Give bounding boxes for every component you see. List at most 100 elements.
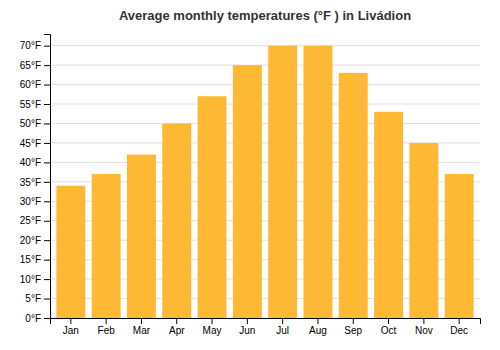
grid-line bbox=[50, 65, 480, 66]
y-tick-mark bbox=[44, 201, 50, 202]
y-tick-mark bbox=[44, 240, 50, 241]
y-tick: 70°F bbox=[20, 40, 50, 51]
x-tick-label: Sep bbox=[344, 325, 362, 336]
x-tick-mark bbox=[141, 318, 142, 324]
y-axis: 0°F 5°F 10°F 15°F 20°F 25°F 30°F 35°F 40°F 45°F 50… bbox=[20, 35, 51, 324]
y-tick: 45°F bbox=[20, 138, 50, 149]
x-tick-label: Jul bbox=[276, 325, 289, 336]
y-tick-mark bbox=[44, 182, 50, 183]
y-tick-label: 10°F bbox=[20, 274, 41, 285]
y-tick-label: 15°F bbox=[20, 254, 41, 265]
bar bbox=[92, 174, 121, 318]
y-tick-label: 55°F bbox=[20, 99, 41, 110]
x-tick-label: Jun bbox=[239, 325, 255, 336]
bars bbox=[56, 46, 473, 318]
y-tick: 30°F bbox=[20, 196, 50, 207]
x-tick: Jan bbox=[63, 318, 79, 336]
y-tick-label: 5°F bbox=[25, 293, 41, 304]
x-tick-label: Apr bbox=[169, 325, 185, 336]
y-tick-mark bbox=[44, 85, 50, 86]
x-tick-mark bbox=[106, 318, 107, 324]
x-tick-mark bbox=[212, 318, 213, 324]
x-tick-label: Aug bbox=[309, 325, 327, 336]
y-tick-mark bbox=[44, 260, 50, 261]
y-tick: 20°F bbox=[20, 235, 50, 246]
x-tick: May bbox=[203, 318, 222, 336]
title: Average monthly temperatures (°F ) in Li… bbox=[119, 8, 411, 23]
x-axis: Jan Feb Mar Apr May Jun Jul Aug Sep Oct Nov Dec bbox=[51, 318, 481, 336]
y-tick-mark bbox=[44, 143, 50, 144]
bar bbox=[374, 112, 403, 318]
grid-line bbox=[50, 45, 480, 46]
y-tick-label: 0°F bbox=[25, 313, 41, 324]
grid-line bbox=[50, 123, 480, 124]
x-tick: Oct bbox=[381, 318, 397, 336]
y-tick: 35°F bbox=[20, 177, 50, 188]
bar bbox=[339, 73, 368, 318]
x-tick: Nov bbox=[415, 318, 433, 336]
y-tick-mark bbox=[44, 104, 50, 105]
y-tick-label: 20°F bbox=[20, 235, 41, 246]
y-tick-label: 25°F bbox=[20, 215, 41, 226]
y-tick-label: 70°F bbox=[20, 40, 41, 51]
chart: 0°F 5°F 10°F 15°F 20°F 25°F 30°F 35°F 40°F 45°F 50… bbox=[0, 0, 500, 350]
bar bbox=[127, 155, 156, 318]
x-tick-label: Mar bbox=[133, 325, 151, 336]
bar bbox=[162, 123, 191, 318]
x-tick: Jul bbox=[276, 318, 289, 336]
y-tick-label: 40°F bbox=[20, 157, 41, 168]
x-tick-mark bbox=[282, 318, 283, 324]
bar bbox=[198, 96, 227, 318]
y-tick: 5°F bbox=[25, 293, 50, 304]
grid-line bbox=[50, 104, 480, 105]
x-tick-label: Dec bbox=[450, 325, 468, 336]
x-tick-mark bbox=[388, 318, 389, 324]
bar bbox=[268, 46, 297, 318]
y-tick-mark bbox=[44, 162, 50, 163]
y-tick-label: 45°F bbox=[20, 138, 41, 149]
x-tick: Apr bbox=[169, 318, 185, 336]
y-tick-label: 30°F bbox=[20, 196, 41, 207]
x-tick: Jun bbox=[239, 318, 255, 336]
grid bbox=[50, 46, 480, 318]
plot: 0°F 5°F 10°F 15°F 20°F 25°F 30°F 35°F 40°F 45°F 50… bbox=[20, 35, 481, 337]
x-tick-label: Jan bbox=[63, 325, 79, 336]
y-tick: 15°F bbox=[20, 254, 50, 265]
x-tick-label: Nov bbox=[415, 325, 433, 336]
y-tick-label: 60°F bbox=[20, 79, 41, 90]
x-tick-mark bbox=[353, 318, 354, 324]
x-tick: Feb bbox=[98, 318, 116, 336]
y-tick-mark bbox=[44, 318, 50, 319]
x-tick-mark bbox=[459, 318, 460, 324]
y-tick: 10°F bbox=[20, 274, 50, 285]
y-tick-mark bbox=[44, 46, 50, 47]
grid-line bbox=[50, 84, 480, 85]
x-tick-mark bbox=[247, 318, 248, 324]
bar bbox=[303, 46, 332, 318]
x-tick-mark bbox=[317, 318, 318, 324]
bar bbox=[409, 143, 438, 318]
y-tick: 40°F bbox=[20, 157, 50, 168]
bar bbox=[445, 174, 474, 318]
x-tick-mark bbox=[176, 318, 177, 324]
y-tick-mark bbox=[44, 279, 50, 280]
x-tick: Aug bbox=[309, 318, 327, 336]
y-tick-label: 65°F bbox=[20, 60, 41, 71]
x-tick-mark bbox=[423, 318, 424, 324]
y-tick: 55°F bbox=[20, 99, 50, 110]
y-tick: 25°F bbox=[20, 215, 50, 226]
y-tick-mark bbox=[44, 221, 50, 222]
y-tick-label: 50°F bbox=[20, 118, 41, 129]
x-axis-line bbox=[51, 319, 481, 325]
x-tick: Mar bbox=[133, 318, 151, 336]
y-tick-mark bbox=[44, 65, 50, 66]
y-tick-mark bbox=[44, 299, 50, 300]
y-tick-label: 35°F bbox=[20, 177, 41, 188]
x-tick-label: May bbox=[203, 325, 222, 336]
y-tick-mark bbox=[44, 123, 50, 124]
x-tick-label: Feb bbox=[98, 325, 116, 336]
y-tick: 0°F bbox=[25, 313, 50, 324]
y-axis-line bbox=[44, 35, 51, 319]
x-tick: Sep bbox=[344, 318, 362, 336]
bar bbox=[56, 186, 85, 318]
